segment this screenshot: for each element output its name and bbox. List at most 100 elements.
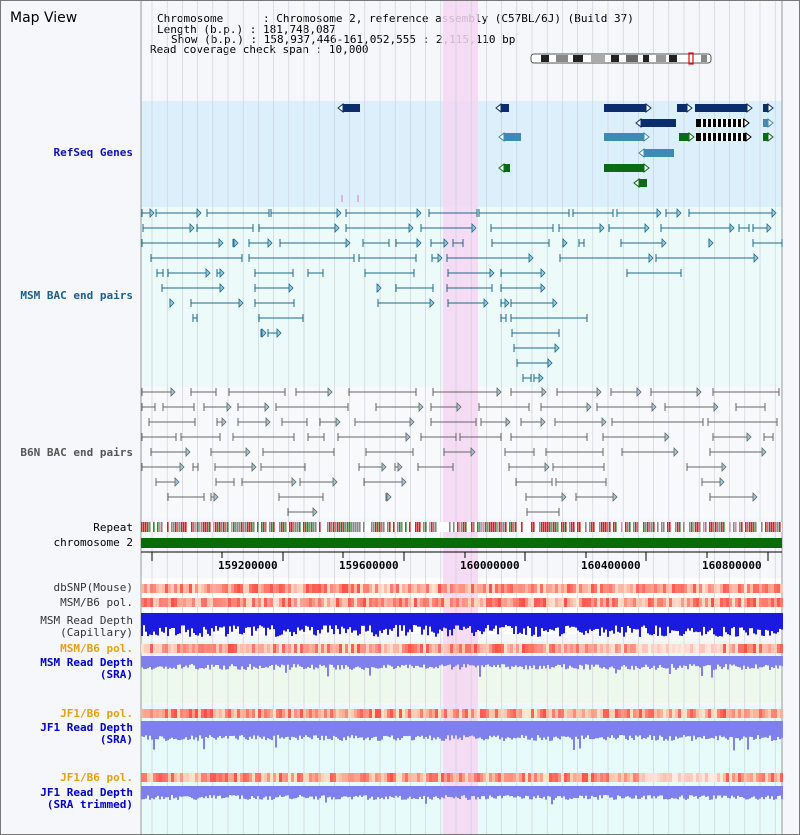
heat-cell [231,598,234,607]
heat-cell [480,773,483,782]
depth-bar [165,786,167,798]
depth-bar [323,656,325,666]
depth-bar [191,721,193,736]
heat-cell [306,773,309,782]
depth-bar [365,656,367,668]
heat-cell [279,773,282,782]
gene-intron-gap [701,133,703,141]
heat-cell [681,644,684,653]
heat-cell [507,773,510,782]
depth-bar [155,613,157,635]
heat-cell [207,709,210,718]
repeat-element [293,522,295,532]
heat-cell [252,709,255,718]
heat-cell [663,709,666,718]
heat-cell [588,644,591,653]
heat-cell [594,709,597,718]
repeat-element [603,522,605,532]
depth-bar [247,613,249,628]
track-label-refseq[interactable]: RefSeq Genes [53,146,133,159]
depth-bar [731,656,733,666]
depth-bar [643,786,645,796]
depth-bar [681,786,683,796]
heat-cell [444,709,447,718]
heat-cell [600,773,603,782]
depth-bar [193,656,195,666]
heat-cell [354,773,357,782]
depth-bar [507,656,509,667]
depth-bar [777,613,779,633]
depth-bar [431,721,433,741]
heat-cell [378,644,381,653]
heat-cell [732,773,735,782]
depth-bar [595,721,597,739]
heat-cell [489,584,492,593]
heat-cell [345,773,348,782]
depth-bar [619,613,621,633]
depth-bar [227,613,229,634]
depth-bar [303,656,305,669]
depth-bar [247,786,249,800]
heat-cell [705,709,708,718]
heat-cell [714,644,717,653]
heat-cell [378,598,381,607]
depth-bar [567,721,569,737]
depth-bar [459,613,461,630]
heat-cell [465,709,468,718]
depth-bar [547,786,549,796]
depth-bar [481,613,483,635]
track-label-msm-bac[interactable]: MSM BAC end pairs [20,289,133,302]
bac-end-arrow [540,417,546,427]
depth-bar [739,786,741,798]
bac-end-arrow [471,223,477,233]
heat-cell [354,598,357,607]
depth-bar [631,613,633,633]
depth-bar [679,786,681,797]
gene-strand-arrow [767,102,774,114]
depth-bar [449,613,451,630]
repeat-element [295,522,297,532]
depth-bar [745,656,747,670]
depth-bar [351,656,353,670]
depth-bar [351,613,353,633]
depth-bar [749,721,751,737]
depth-bar [745,786,747,800]
repeat-element [227,522,229,532]
heat-cell [267,709,270,718]
heat-cell [693,773,696,782]
heat-cell [189,644,192,653]
depth-bar [577,786,579,799]
track-label-b6n-bac[interactable]: B6N BAC end pairs [20,446,133,459]
depth-bar [559,786,561,797]
depth-bar [313,786,315,800]
info-length-key: Length (b.p.) [157,23,244,36]
depth-bar [525,786,527,796]
depth-bar [465,786,467,798]
depth-bar [475,613,477,632]
repeat-element [237,522,239,532]
depth-bar [199,786,201,798]
heat-cell [642,709,645,718]
repeat-element [495,522,497,532]
chromosome-bar [141,538,782,548]
repeat-element [633,522,635,532]
depth-bar [383,721,385,737]
depth-bar [681,656,683,668]
heat-cell [738,644,741,653]
heat-cell [282,598,285,607]
repeat-element [779,522,781,532]
depth-bar [253,721,255,736]
depth-bar [657,656,659,668]
depth-bar [691,656,693,666]
heat-cell [225,598,228,607]
heat-cell [732,644,735,653]
depth-bar [409,613,411,630]
heat-cell [240,644,243,653]
heat-cell [333,709,336,718]
depth-bar [367,656,369,669]
depth-bar [319,721,321,740]
depth-bar [413,656,415,669]
depth-bar [549,613,551,630]
depth-bar [715,786,717,799]
